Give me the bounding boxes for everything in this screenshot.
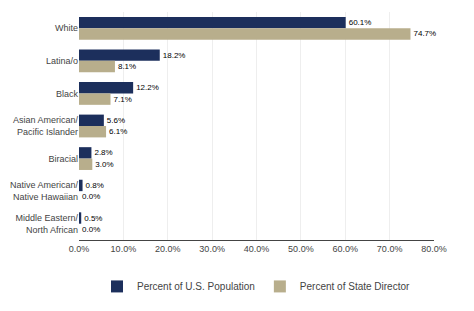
svg-text:5.6%: 5.6%	[107, 116, 125, 125]
svg-text:Percent of State Director: Percent of State Director	[300, 281, 410, 292]
svg-text:50.0%: 50.0%	[288, 244, 314, 254]
svg-text:74.7%: 74.7%	[413, 29, 436, 38]
svg-text:8.1%: 8.1%	[118, 62, 136, 71]
svg-text:Biracial: Biracial	[48, 154, 78, 164]
svg-text:7.1%: 7.1%	[114, 95, 132, 104]
svg-text:60.1%: 60.1%	[349, 18, 372, 27]
svg-text:0.0%: 0.0%	[69, 244, 90, 254]
svg-text:Percent of U.S. Population: Percent of U.S. Population	[137, 281, 255, 292]
svg-text:0.8%: 0.8%	[86, 181, 104, 190]
svg-text:80.0%: 80.0%	[421, 244, 447, 254]
svg-text:White: White	[55, 23, 78, 33]
svg-text:18.2%: 18.2%	[163, 51, 186, 60]
svg-text:30.0%: 30.0%	[199, 244, 225, 254]
svg-text:0.0%: 0.0%	[82, 225, 100, 234]
svg-text:12.2%: 12.2%	[136, 83, 159, 92]
svg-text:Latina/o: Latina/o	[46, 56, 78, 66]
svg-text:Native American/Native Hawaiia: Native American/Native Hawaiian	[10, 180, 79, 202]
svg-text:60.0%: 60.0%	[332, 244, 358, 254]
svg-text:0.5%: 0.5%	[84, 214, 102, 223]
svg-text:Middle Eastern/North African: Middle Eastern/North African	[15, 213, 78, 235]
svg-text:40.0%: 40.0%	[244, 244, 270, 254]
svg-text:10.0%: 10.0%	[111, 244, 137, 254]
svg-text:2.8%: 2.8%	[94, 148, 112, 157]
svg-text:6.1%: 6.1%	[109, 127, 127, 136]
svg-text:0.0%: 0.0%	[82, 192, 100, 201]
svg-text:3.0%: 3.0%	[95, 160, 113, 169]
svg-text:Black: Black	[56, 89, 79, 99]
svg-text:Asian American/Pacific Islande: Asian American/Pacific Islander	[13, 115, 79, 137]
svg-text:70.0%: 70.0%	[377, 244, 403, 254]
svg-text:20.0%: 20.0%	[155, 244, 181, 254]
